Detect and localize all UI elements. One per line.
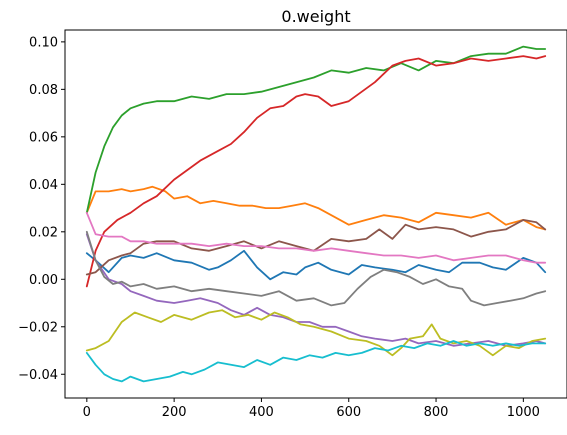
series-line-2 (85, 185, 547, 231)
series-line-1 (85, 249, 547, 281)
x-axis: 0 200 400 600 800 1000 (83, 398, 540, 420)
axes-frame (64, 29, 567, 399)
x-tick-label: 600 (336, 405, 361, 420)
series-line-3 (85, 45, 547, 214)
chart-title: 0.weight (281, 7, 350, 26)
series-line-6 (85, 219, 547, 276)
series-line-8 (85, 230, 547, 307)
series-line-4 (85, 55, 547, 288)
y-axis: −0.04 −0.02 0.00 0.02 0.04 0.06 0.08 0.10 (18, 35, 65, 383)
y-tick-label: −0.04 (18, 368, 58, 383)
x-tick-label: 200 (162, 405, 187, 420)
x-tick-label: 800 (424, 405, 449, 420)
y-tick-label: 0.10 (29, 35, 58, 50)
series-line-7 (85, 211, 547, 264)
y-tick-label: 0.06 (29, 130, 58, 145)
y-tick-label: 0.00 (29, 273, 58, 288)
y-tick-label: 0.04 (29, 178, 58, 193)
series-line-10 (85, 340, 547, 383)
series-line-9 (85, 309, 547, 357)
y-tick-label: 0.08 (29, 83, 58, 98)
x-tick-label: 1000 (507, 405, 540, 420)
x-tick-label: 400 (249, 405, 274, 420)
series-layer (85, 45, 547, 383)
y-tick-label: −0.02 (18, 320, 58, 335)
y-tick-label: 0.02 (29, 225, 58, 240)
x-tick-label: 0 (83, 405, 91, 420)
